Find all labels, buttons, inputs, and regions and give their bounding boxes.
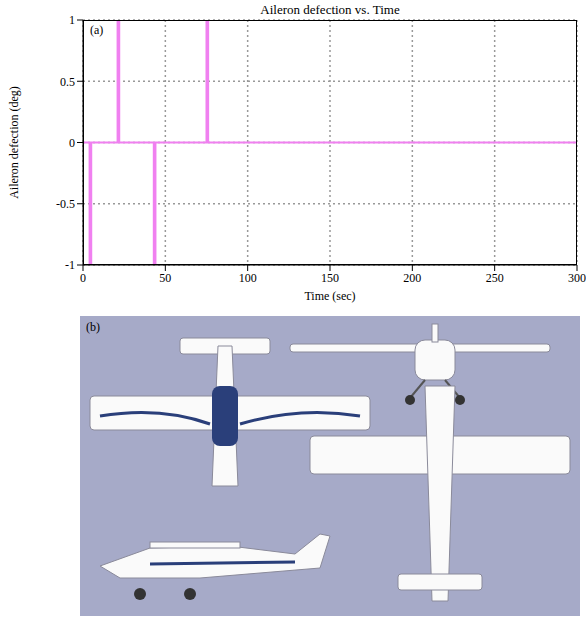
svg-text:300: 300 xyxy=(568,271,586,285)
svg-text:50: 50 xyxy=(159,271,171,285)
svg-text:0: 0 xyxy=(69,136,75,150)
html-text:(a): (a) xyxy=(90,23,104,37)
svg-text:Aileron defection (deg): Aileron defection (deg) xyxy=(7,86,21,199)
svg-text:150: 150 xyxy=(321,271,339,285)
html-text:Aileron defection vs. Time: Aileron defection vs. Time xyxy=(260,2,400,17)
html-text:(b): (b) xyxy=(86,320,100,334)
svg-text:1: 1 xyxy=(69,13,75,27)
svg-text:-0.5: -0.5 xyxy=(56,197,75,211)
svg-text:250: 250 xyxy=(486,271,504,285)
svg-text:200: 200 xyxy=(403,271,421,285)
svg-text:Time (sec): Time (sec) xyxy=(304,289,355,303)
svg-text:0: 0 xyxy=(80,271,86,285)
svg-text:0.5: 0.5 xyxy=(60,75,75,89)
svg-text:-1: -1 xyxy=(65,258,75,272)
svg-text:100: 100 xyxy=(239,271,257,285)
